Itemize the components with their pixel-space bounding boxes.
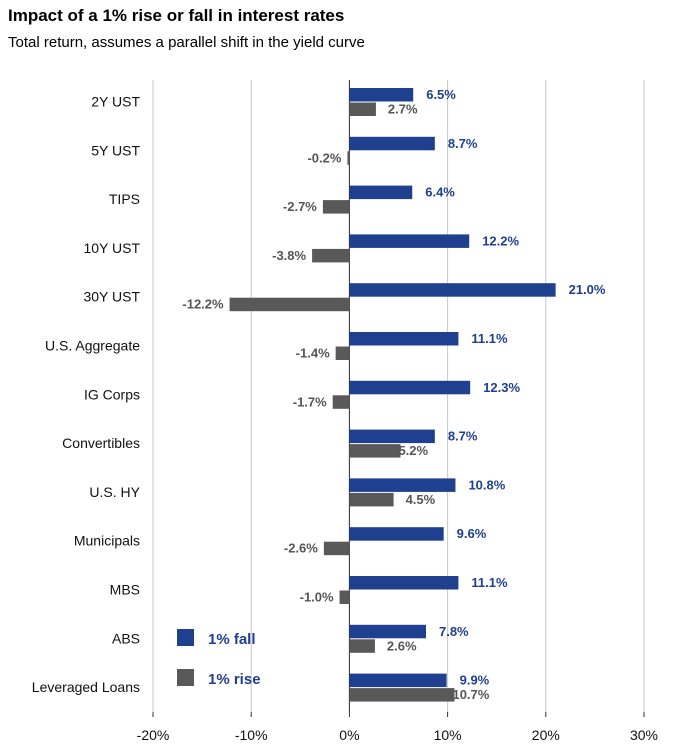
bar-rise [332,395,350,409]
bar-fall [349,429,435,444]
value-label-fall: 9.9% [460,673,490,688]
value-label-fall: 10.8% [468,477,505,492]
value-label-rise: -12.2% [182,297,224,312]
category-label: Municipals [74,533,140,549]
bars [229,88,556,702]
value-label-fall: 6.4% [425,185,455,200]
value-label-rise: -3.8% [272,248,306,263]
value-label-rise: 2.7% [388,102,418,117]
value-label-rise: -1.0% [300,590,334,605]
legend-label: 1% rise [208,671,261,688]
value-label-fall: 12.2% [482,233,519,248]
value-label-fall: 9.6% [457,526,487,541]
legend: 1% fall 1% rise [177,629,261,688]
bar-rise [229,297,350,312]
category-label: TIPS [109,191,140,207]
legend-swatch [177,669,194,686]
category-label: Leveraged Loans [32,679,140,695]
value-label-rise: 10.7% [452,687,489,702]
value-labels: 6.5% 2.7% 8.7% -0.2% 6.4% -2.7% 12.2% -3.8% 21.0… [182,87,606,702]
category-label: U.S. HY [89,484,140,500]
x-tick-label: -10% [235,727,268,743]
bar-fall [349,380,471,395]
value-label-fall: 11.1% [471,331,508,346]
value-label-rise: -0.2% [307,150,341,165]
x-tick-label: -20% [137,727,170,743]
category-label: 10Y UST [83,240,140,256]
bar-rise [335,346,350,360]
bar-rise [349,492,394,507]
legend-swatch [177,629,194,646]
bar-fall [349,88,414,102]
bar-fall [349,624,426,639]
value-label-rise: 2.6% [387,638,417,653]
value-label-fall: 8.7% [448,429,478,444]
x-tick-label: 0% [339,727,359,743]
bar-fall [349,136,435,151]
category-label: IG Corps [84,386,140,402]
bar-fall [349,332,459,346]
chart-title: Impact of a 1% rise or fall in interest … [8,6,345,25]
value-label-fall: 11.1% [471,575,508,590]
value-label-fall: 8.7% [448,136,478,151]
category-label: U.S. Aggregate [45,338,140,354]
bar-rise [349,639,375,653]
bar-rise [349,444,401,458]
bar-rise [347,151,350,165]
value-label-fall: 21.0% [569,282,606,297]
bar-fall [349,283,556,297]
category-label: Convertibles [62,435,140,451]
legend-label: 1% fall [208,631,256,648]
bar-rise [312,248,350,263]
bar-rise [323,541,350,556]
value-label-rise: 4.5% [406,492,436,507]
value-label-fall: 7.8% [439,624,469,639]
value-label-rise: -1.7% [293,394,327,409]
bar-rise [322,200,350,214]
x-tick-label: 20% [532,727,560,743]
bar-fall [349,234,470,248]
bar-rise [349,102,376,116]
bar-fall [349,185,413,200]
bar-fall [349,478,456,492]
value-label-rise: -2.6% [284,541,318,556]
category-labels: 2Y UST 5Y UST TIPS 10Y UST 30Y UST U.S. Aggre… [32,94,141,696]
category-label: 30Y UST [83,289,140,305]
bar-rise [349,688,455,702]
x-axis-ticks: -20% -10% 0% 10% 20% 30% [137,727,658,743]
category-label: ABS [112,630,140,646]
chart-subtitle: Total return, assumes a parallel shift i… [8,34,365,51]
value-label-fall: 12.3% [483,380,520,395]
gridlines [152,80,645,717]
value-label-fall: 6.5% [426,87,456,102]
bar-fall [349,673,447,688]
category-label: 2Y UST [91,94,140,110]
category-label: 5Y UST [91,142,140,158]
category-label: MBS [110,582,140,598]
bar-fall [349,527,444,541]
value-label-rise: 5.2% [398,443,428,458]
x-tick-label: 10% [434,727,462,743]
value-label-rise: -2.7% [283,199,317,214]
value-label-rise: -1.4% [296,346,330,361]
bar-rise [339,590,350,604]
x-tick-label: 30% [630,727,658,743]
bar-fall [349,576,459,590]
